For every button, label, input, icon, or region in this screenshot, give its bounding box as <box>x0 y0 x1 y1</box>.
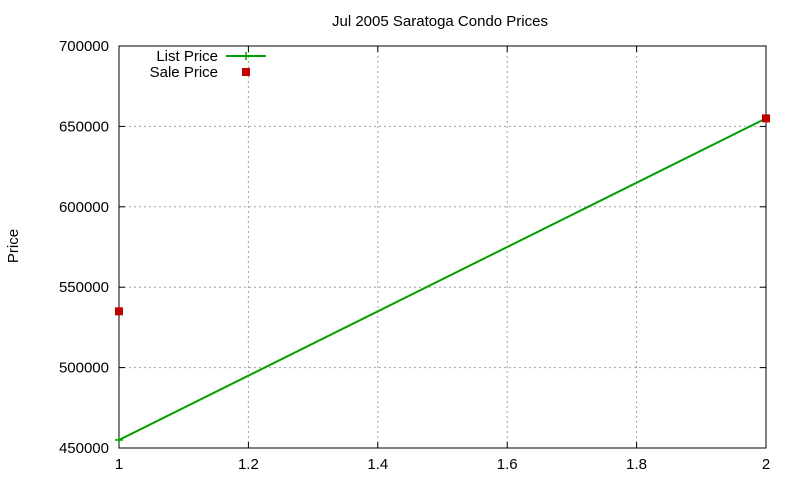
legend-marker <box>242 68 250 76</box>
data-point <box>115 307 123 316</box>
series-line-list-price <box>118 117 767 441</box>
legend-label: Sale Price <box>150 64 218 81</box>
plot-frame <box>118 45 767 449</box>
x-tick-label: 1 <box>115 456 123 473</box>
data-point <box>762 114 770 123</box>
y-tick-label: 550000 <box>59 279 109 296</box>
x-tick-label: 1.6 <box>497 456 518 473</box>
y-tick-label: 700000 <box>59 38 109 55</box>
series-layer <box>115 114 770 444</box>
legend-marker <box>242 52 250 60</box>
data-point <box>115 435 123 444</box>
x-tick-label: 1.4 <box>367 456 388 473</box>
x-tick-label: 1.2 <box>238 456 259 473</box>
y-tick-label: 650000 <box>59 118 109 135</box>
legend-label: List Price <box>156 48 218 65</box>
y-tick-label: 450000 <box>59 440 109 457</box>
tick-marks <box>118 45 767 449</box>
y-axis-label: Price <box>5 229 22 263</box>
tick-labels: 1 1.2 1.4 1.6 1.8 2 450000 500000 550000 600000 65… <box>59 38 770 473</box>
y-tick-label: 500000 <box>59 360 109 377</box>
chart-title: Jul 2005 Saratoga Condo Prices <box>332 13 548 30</box>
x-tick-label: 1.8 <box>626 456 647 473</box>
y-tick-label: 600000 <box>59 199 109 216</box>
x-tick-label: 2 <box>762 456 770 473</box>
